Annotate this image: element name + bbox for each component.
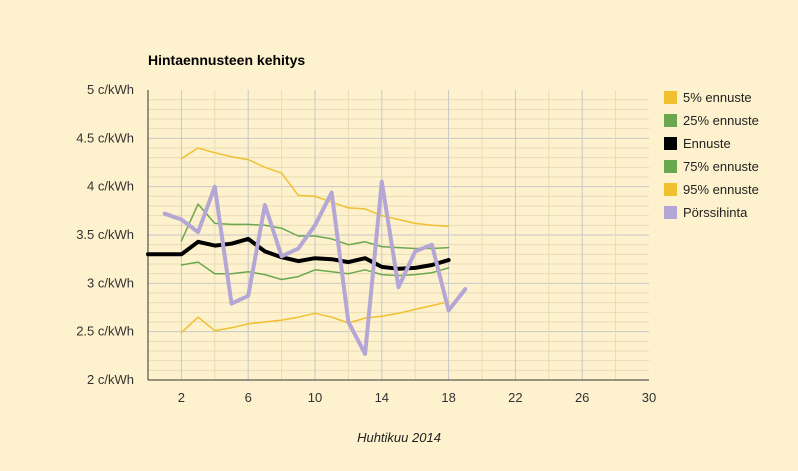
legend-label: 75% ennuste xyxy=(683,159,759,174)
y-tick-label: 3.5 c/kWh xyxy=(76,227,134,242)
axes xyxy=(147,90,649,381)
legend-label: Pörssihinta xyxy=(683,205,748,220)
legend-swatch xyxy=(664,160,677,173)
legend: 5% ennuste 25% ennuste Ennuste 75% ennuste 9… xyxy=(664,90,759,220)
chart-title: Hintaennusteen kehitys xyxy=(148,52,305,68)
series-line-5 xyxy=(162,179,468,356)
legend-swatch xyxy=(664,206,677,219)
y-tick-label: 3 c/kWh xyxy=(87,275,134,290)
y-tick-label: 5 c/kWh xyxy=(87,82,134,97)
x-tick-label: 22 xyxy=(508,390,522,405)
x-tick-label: 10 xyxy=(308,390,322,405)
series-line-0 xyxy=(180,300,450,334)
x-tick-label: 6 xyxy=(245,390,252,405)
x-tick-label: 14 xyxy=(375,390,389,405)
y-tick-label: 2 c/kWh xyxy=(87,372,134,387)
data-series xyxy=(146,147,468,356)
y-tick-label: 4.5 c/kWh xyxy=(76,130,134,145)
x-axis-label: Huhtikuu 2014 xyxy=(357,430,441,445)
legend-swatch xyxy=(664,183,677,196)
series-line-3 xyxy=(180,203,450,250)
legend-swatch xyxy=(664,91,677,104)
x-axis-tick-labels: 2 6 10 14 18 22 26 30 xyxy=(178,390,656,405)
series-line-4 xyxy=(180,147,450,228)
legend-swatch xyxy=(664,114,677,127)
legend-label: 5% ennuste xyxy=(683,90,752,105)
legend-swatch xyxy=(664,137,677,150)
x-tick-label: 18 xyxy=(441,390,455,405)
x-tick-label: 30 xyxy=(642,390,656,405)
y-tick-label: 4 c/kWh xyxy=(87,179,134,194)
x-tick-label: 2 xyxy=(178,390,185,405)
legend-label: 95% ennuste xyxy=(683,182,759,197)
legend-label: 25% ennuste xyxy=(683,113,759,128)
series-line-2 xyxy=(146,236,451,271)
y-axis-tick-labels: 2 c/kWh 2.5 c/kWh 3 c/kWh 3.5 c/kWh 4 c/kWh 4… xyxy=(76,82,134,387)
y-tick-label: 2.5 c/kWh xyxy=(76,324,134,339)
x-tick-label: 26 xyxy=(575,390,589,405)
legend-label: Ennuste xyxy=(683,136,731,151)
